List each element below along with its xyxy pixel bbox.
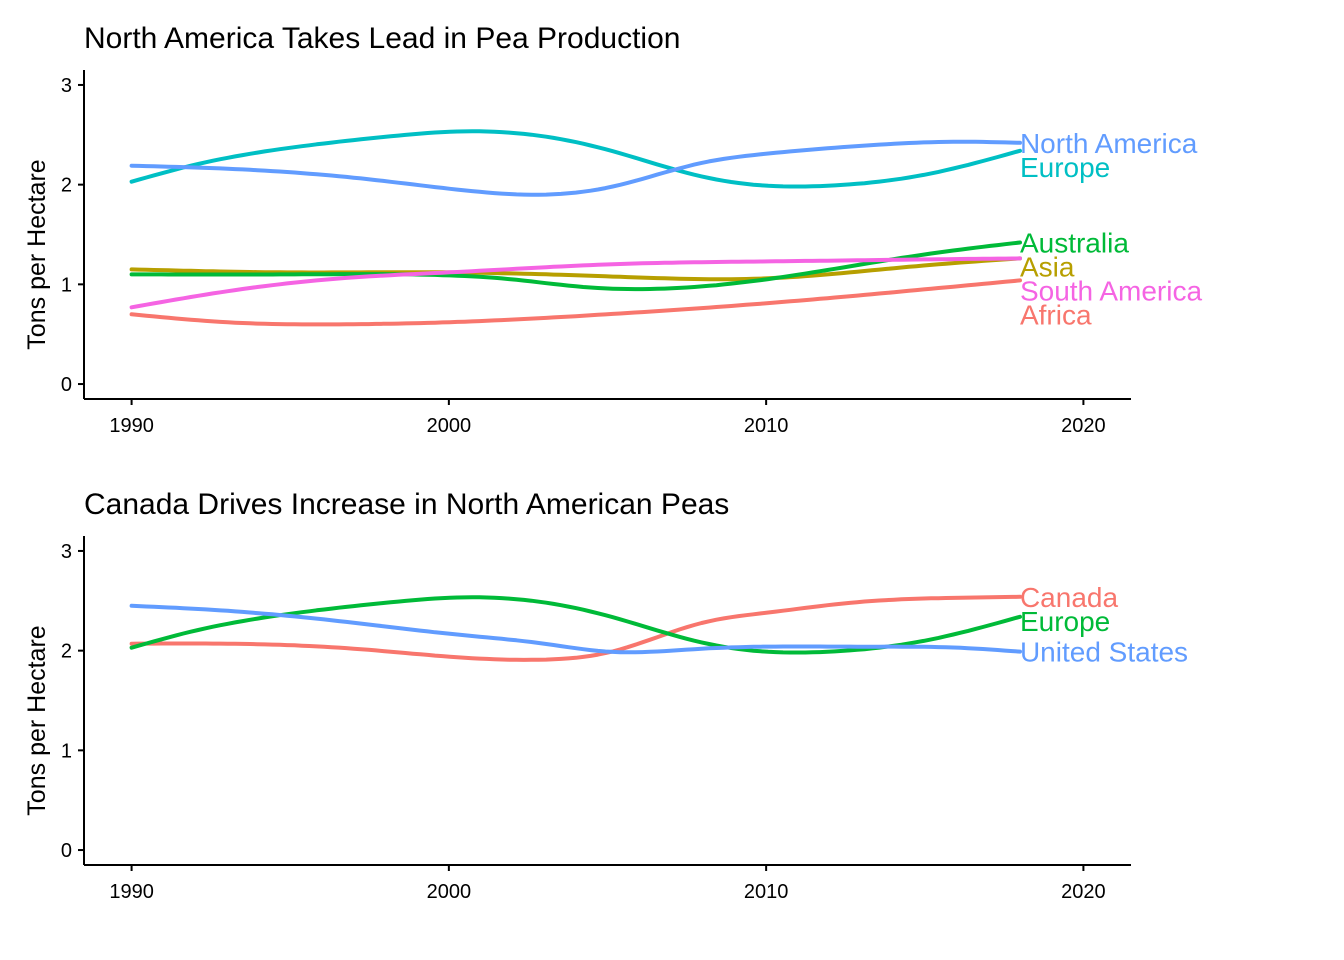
chart-panel-top: North America Takes Lead in Pea Producti… — [23, 22, 1202, 437]
y-tick-label: 0 — [61, 374, 72, 396]
y-tick-label: 0 — [61, 840, 72, 862]
chart-title: Canada Drives Increase in North American… — [84, 488, 729, 521]
y-tick-label: 3 — [61, 75, 72, 97]
series-line-europe — [132, 131, 1020, 186]
x-tick-label: 2010 — [744, 881, 789, 903]
y-tick-label: 1 — [61, 740, 72, 762]
series-label-europe: Europe — [1020, 152, 1110, 183]
x-tick-label: 1990 — [109, 881, 154, 903]
series-label-united-states: United States — [1020, 637, 1188, 668]
y-tick-label: 3 — [61, 541, 72, 563]
x-tick-label: 2010 — [744, 415, 789, 437]
x-tick-label: 2020 — [1061, 881, 1106, 903]
y-tick-label: 2 — [61, 175, 72, 197]
y-axis-label: Tons per Hectare — [23, 159, 51, 349]
series-label-europe: Europe — [1020, 606, 1110, 637]
x-tick-label: 2020 — [1061, 415, 1106, 437]
series-line-south-america — [132, 258, 1020, 307]
x-tick-label: 2000 — [427, 881, 472, 903]
y-tick-label: 2 — [61, 641, 72, 663]
chart-panel-bottom: Canada Drives Increase in North American… — [23, 488, 1188, 903]
y-axis-label: Tons per Hectare — [23, 625, 51, 815]
x-tick-label: 2000 — [427, 415, 472, 437]
x-tick-label: 1990 — [109, 415, 154, 437]
y-tick-label: 1 — [61, 274, 72, 296]
series-label-africa: Africa — [1020, 299, 1092, 330]
chart-title: North America Takes Lead in Pea Producti… — [84, 22, 680, 55]
